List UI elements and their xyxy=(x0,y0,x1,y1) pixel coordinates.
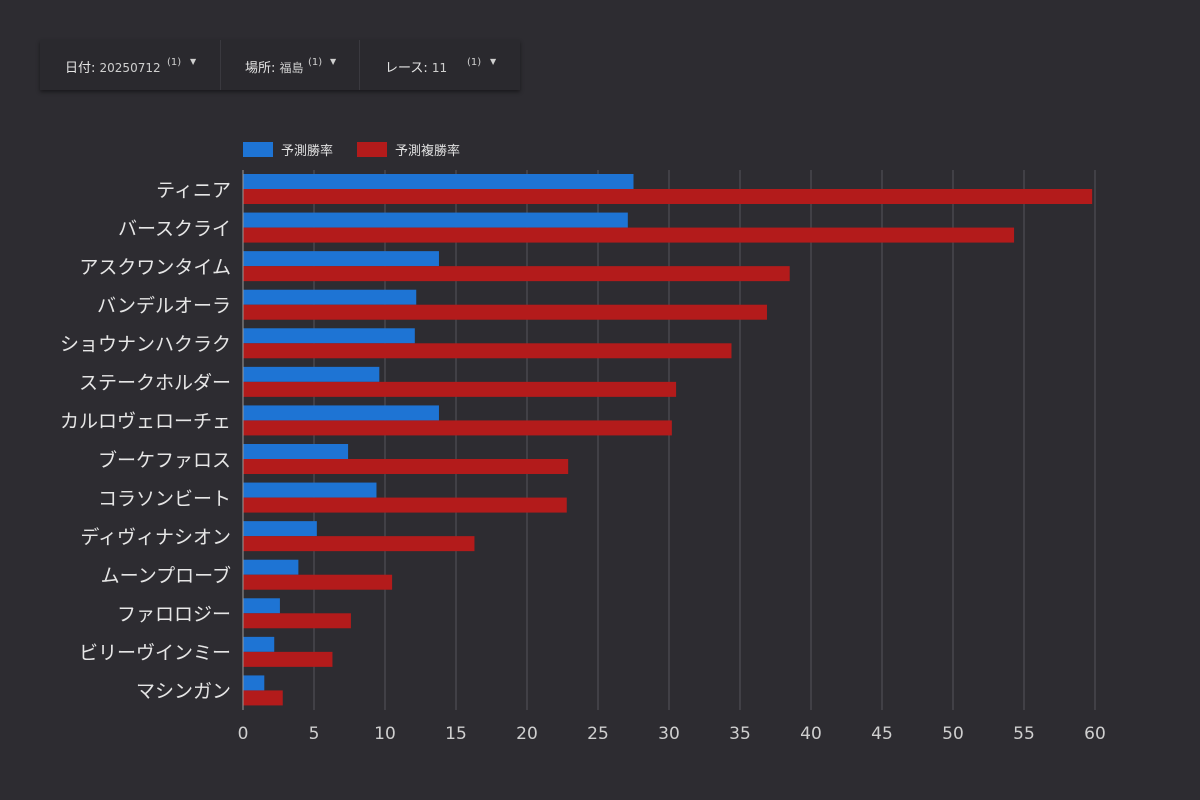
race-filter-count: (1) xyxy=(467,57,482,68)
category-label: カルロヴェローチェ xyxy=(60,411,231,433)
x-tick-label: 30 xyxy=(658,724,680,744)
bar-win-rate-11[interactable] xyxy=(243,598,280,614)
legend-item-place-rate[interactable]: 予測複勝率 xyxy=(357,140,460,159)
category-label: ステークホルダー xyxy=(79,372,231,394)
x-tick-label: 40 xyxy=(800,724,822,744)
bar-win-rate-0[interactable] xyxy=(243,174,634,189)
legend-label-place-rate: 予測複勝率 xyxy=(395,143,461,159)
venue-filter-count: (1) xyxy=(308,57,323,68)
bar-place-rate-4[interactable] xyxy=(243,343,732,359)
bar-win-rate-6[interactable] xyxy=(243,405,439,421)
category-label: ムーンプローブ xyxy=(101,564,231,587)
legend-swatch-win-rate xyxy=(243,141,273,157)
category-label: コラソンビート xyxy=(98,488,231,510)
legend-swatch-place-rate xyxy=(357,141,388,157)
date-filter-label: 日付: 20250712 xyxy=(65,61,161,76)
venue-filter[interactable]: 場所: 福島 (1) ▼ xyxy=(221,40,360,90)
chevron-down-icon: ▼ xyxy=(490,57,497,66)
x-tick-label: 20 xyxy=(516,724,538,744)
x-tick-label: 5 xyxy=(309,724,320,744)
x-tick-label: 35 xyxy=(729,724,751,744)
bar-place-rate-11[interactable] xyxy=(243,613,351,629)
chevron-down-icon: ▼ xyxy=(190,57,197,66)
date-filter[interactable]: 日付: 20250712 (1) ▼ xyxy=(40,40,221,90)
category-label: ファロロジー xyxy=(117,604,231,626)
chevron-down-icon: ▼ xyxy=(330,57,337,66)
bar-place-rate-8[interactable] xyxy=(243,497,567,513)
bar-place-rate-10[interactable] xyxy=(243,574,393,590)
date-filter-count: (1) xyxy=(167,57,182,68)
legend-item-win-rate[interactable]: 予測勝率 xyxy=(243,140,333,159)
bar-win-rate-3[interactable] xyxy=(243,289,417,305)
x-tick-label: 15 xyxy=(445,724,467,744)
bar-win-rate-4[interactable] xyxy=(243,328,415,344)
x-tick-label: 50 xyxy=(942,724,964,744)
x-tick-label: 10 xyxy=(374,724,396,744)
bar-win-rate-9[interactable] xyxy=(243,521,317,537)
bar-win-rate-10[interactable] xyxy=(243,559,299,575)
bar-place-rate-5[interactable] xyxy=(243,381,677,397)
bar-win-rate-8[interactable] xyxy=(243,482,377,498)
bar-place-rate-2[interactable] xyxy=(243,266,790,282)
chart-legend: 予測勝率 予測複勝率 xyxy=(243,140,484,159)
bar-place-rate-12[interactable] xyxy=(243,651,333,667)
category-label: ティニア xyxy=(156,179,231,201)
bar-win-rate-2[interactable] xyxy=(243,251,439,267)
category-label: マシンガン xyxy=(136,681,231,703)
bar-place-rate-3[interactable] xyxy=(243,304,767,320)
race-filter-label: レース: 11 xyxy=(385,61,448,76)
filter-bar: 日付: 20250712 (1) ▼ 場所: 福島 (1) ▼ レース: 11 … xyxy=(40,40,520,90)
x-tick-label: 0 xyxy=(238,724,249,744)
venue-filter-label: 場所: 福島 xyxy=(245,61,304,76)
bar-win-rate-13[interactable] xyxy=(243,675,265,691)
bar-place-rate-0[interactable] xyxy=(243,189,1093,204)
x-tick-label: 45 xyxy=(871,724,893,744)
legend-label-win-rate: 予測勝率 xyxy=(281,143,334,159)
bar-win-rate-12[interactable] xyxy=(243,636,275,652)
bar-place-rate-13[interactable] xyxy=(243,690,283,706)
bar-place-rate-9[interactable] xyxy=(243,536,475,552)
race-filter[interactable]: レース: 11 (1) ▼ xyxy=(360,40,520,90)
bar-win-rate-5[interactable] xyxy=(243,366,380,382)
x-tick-label: 25 xyxy=(587,724,609,744)
x-tick-label: 55 xyxy=(1013,724,1035,744)
bar-place-rate-1[interactable] xyxy=(243,227,1015,243)
bar-win-rate-7[interactable] xyxy=(243,444,349,459)
category-label: アスクワンタイム xyxy=(79,256,231,278)
category-label: ブーケファロス xyxy=(98,448,231,471)
bar-place-rate-6[interactable] xyxy=(243,420,672,436)
bar-win-rate-1[interactable] xyxy=(243,212,628,228)
category-label: ディヴィナシオン xyxy=(80,526,231,548)
category-label: ショウナンハクラク xyxy=(60,334,231,356)
category-label: ビリーヴインミー xyxy=(79,642,231,664)
x-tick-label: 60 xyxy=(1084,724,1106,744)
category-label: バンデルオーラ xyxy=(97,295,231,317)
bar-place-rate-7[interactable] xyxy=(243,459,569,474)
category-label: バースクライ xyxy=(118,218,231,240)
